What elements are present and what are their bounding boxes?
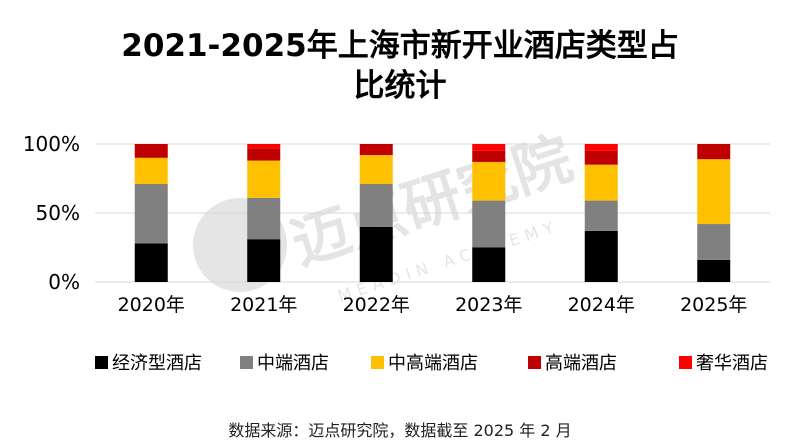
x-tick-label: 2022年	[343, 294, 410, 316]
watermark-text: 迈点研究院	[283, 124, 580, 278]
y-tick-label: 50%	[36, 201, 80, 225]
x-tick-label: 2025年	[680, 294, 747, 316]
gridlines	[95, 143, 770, 283]
legend-label: 经济型酒店	[112, 353, 202, 374]
legend-item: 中端酒店	[240, 353, 329, 374]
legend-label: 中端酒店	[257, 353, 329, 374]
bar-segment	[247, 197, 281, 240]
bar-segment	[697, 144, 731, 160]
bar-segment	[359, 155, 393, 185]
x-tick-label: 2020年	[118, 294, 185, 316]
x-tick-label: 2023年	[455, 294, 522, 316]
y-axis-ticks: 0% 50% 100%	[23, 132, 80, 294]
legend-item: 高端酒店	[528, 353, 617, 374]
legend-label: 高端酒店	[545, 353, 617, 374]
bar-segment	[359, 226, 393, 282]
legend-swatch	[95, 356, 108, 369]
bar-segment	[359, 144, 393, 156]
bar-segment	[697, 159, 731, 225]
x-axis-ticks: 2020年 2021年 2022年 2023年 2024年 2025年	[118, 294, 748, 316]
legend-swatch	[371, 356, 384, 369]
bar-segment	[472, 247, 506, 282]
bar-segment	[134, 157, 168, 185]
bar-segment	[584, 200, 618, 231]
x-tick-label: 2024年	[568, 294, 635, 316]
bar-segment	[584, 164, 618, 201]
legend-item: 奢华酒店	[679, 353, 768, 374]
legend-item: 中高端酒店	[371, 353, 478, 374]
bar-segment	[472, 150, 506, 162]
legend-swatch	[679, 356, 692, 369]
bar-segment	[697, 259, 731, 282]
bar-segment	[359, 184, 393, 227]
y-tick-label: 100%	[23, 132, 80, 156]
bar-segment	[472, 144, 506, 151]
bar-segment	[584, 144, 618, 151]
bar-segment	[247, 160, 281, 198]
bar-segment	[697, 224, 731, 260]
legend-item: 经济型酒店	[95, 353, 202, 374]
bar-segment	[134, 144, 168, 158]
bars	[134, 144, 731, 282]
chart-title-line-1: 2021-2025年上海市新开业酒店类型占	[121, 28, 679, 64]
bar-segment	[247, 144, 281, 149]
bar-segment	[584, 230, 618, 282]
bar-segment	[472, 161, 506, 201]
bar-segment	[472, 200, 506, 248]
bar-segment	[134, 243, 168, 282]
bar-segment	[247, 239, 281, 282]
bar-segment	[247, 148, 281, 161]
legend-swatch	[240, 356, 253, 369]
y-tick-label: 0%	[48, 270, 80, 294]
bar-segment	[134, 184, 168, 244]
legend-swatch	[528, 356, 541, 369]
chart-title-line-2: 比统计	[353, 68, 447, 104]
legend-label: 奢华酒店	[696, 353, 768, 374]
bar-segment	[584, 150, 618, 165]
source-note: 数据来源：迈点研究院，数据截至 2025 年 2 月	[228, 421, 572, 440]
x-tick-label: 2021年	[230, 294, 297, 316]
legend: 经济型酒店 中端酒店 中高端酒店 高端酒店 奢华酒店	[95, 353, 768, 374]
legend-label: 中高端酒店	[388, 353, 478, 374]
chart-title: 2021-2025年上海市新开业酒店类型占 比统计	[0, 26, 800, 106]
